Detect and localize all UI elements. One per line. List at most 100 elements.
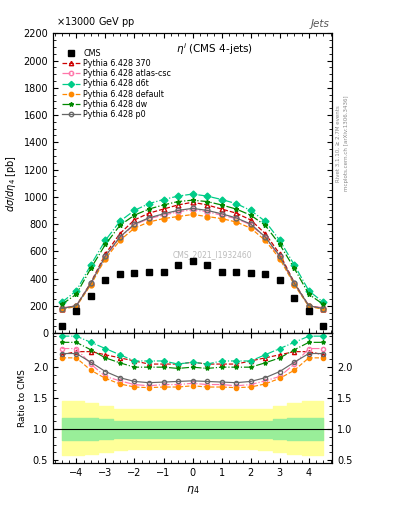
Pythia 6.428 d6t: [59, 300, 64, 306]
Pythia 6.428 p0: [118, 234, 122, 240]
Pythia 6.428 p0: [103, 253, 108, 259]
CMS: [103, 277, 108, 283]
Pythia 6.428 d6t: [161, 197, 166, 203]
Pythia 6.428 d6t: [248, 207, 253, 214]
Text: Jets: Jets: [310, 19, 329, 29]
Pythia 6.428 370: [59, 306, 64, 312]
CMS: [190, 258, 195, 264]
Pythia 6.428 d6t: [88, 262, 93, 268]
Pythia 6.428 370: [88, 280, 93, 286]
Pythia 6.428 370: [234, 210, 239, 216]
CMS: [59, 323, 64, 329]
Pythia 6.428 default: [307, 304, 311, 310]
Pythia 6.428 atlas-csc: [118, 234, 122, 241]
CMS: [277, 277, 282, 283]
Pythia 6.428 default: [132, 225, 137, 231]
Pythia 6.428 p0: [219, 211, 224, 217]
Legend: CMS, Pythia 6.428 370, Pythia 6.428 atlas-csc, Pythia 6.428 d6t, Pythia 6.428 de: CMS, Pythia 6.428 370, Pythia 6.428 atla…: [60, 46, 174, 121]
Pythia 6.428 dw: [103, 241, 108, 247]
Pythia 6.428 dw: [88, 265, 93, 271]
Pythia 6.428 d6t: [219, 197, 224, 203]
Pythia 6.428 default: [161, 216, 166, 222]
CMS: [292, 294, 297, 301]
Pythia 6.428 atlas-csc: [205, 209, 209, 215]
Pythia 6.428 atlas-csc: [132, 222, 137, 228]
Pythia 6.428 default: [292, 282, 297, 288]
Pythia 6.428 d6t: [103, 237, 108, 243]
Pythia 6.428 default: [277, 255, 282, 262]
Pythia 6.428 370: [132, 217, 137, 223]
Pythia 6.428 370: [190, 199, 195, 205]
X-axis label: $\eta_4$: $\eta_4$: [186, 484, 199, 496]
Pythia 6.428 atlas-csc: [147, 216, 151, 222]
Pythia 6.428 370: [263, 230, 268, 237]
CMS: [321, 323, 326, 329]
Pythia 6.428 default: [74, 304, 79, 310]
Pythia 6.428 d6t: [118, 218, 122, 224]
Pythia 6.428 d6t: [205, 193, 209, 199]
Pythia 6.428 atlas-csc: [248, 222, 253, 228]
Pythia 6.428 370: [74, 303, 79, 309]
Pythia 6.428 dw: [161, 202, 166, 208]
Pythia 6.428 370: [307, 303, 311, 309]
CMS: [161, 269, 166, 275]
Pythia 6.428 p0: [205, 207, 209, 214]
Pythia 6.428 default: [176, 214, 180, 220]
Pythia 6.428 atlas-csc: [190, 207, 195, 213]
Y-axis label: Ratio to CMS: Ratio to CMS: [18, 369, 27, 427]
Y-axis label: $d\sigma/d\eta_4$ [pb]: $d\sigma/d\eta_4$ [pb]: [4, 155, 18, 211]
Pythia 6.428 default: [219, 216, 224, 222]
CMS: [176, 262, 180, 268]
Pythia 6.428 370: [277, 251, 282, 257]
Pythia 6.428 default: [321, 306, 326, 312]
Text: $\eta^i$ (CMS 4-jets): $\eta^i$ (CMS 4-jets): [176, 41, 253, 56]
Pythia 6.428 370: [219, 206, 224, 212]
CMS: [219, 269, 224, 275]
Pythia 6.428 dw: [118, 222, 122, 228]
CMS: [147, 269, 151, 275]
Pythia 6.428 default: [205, 214, 209, 220]
Pythia 6.428 p0: [321, 306, 326, 312]
Pythia 6.428 370: [118, 230, 122, 237]
Line: Pythia 6.428 dw: Pythia 6.428 dw: [59, 198, 326, 307]
Pythia 6.428 atlas-csc: [88, 281, 93, 287]
Pythia 6.428 dw: [307, 291, 311, 297]
Pythia 6.428 p0: [277, 253, 282, 259]
Pythia 6.428 p0: [161, 211, 166, 217]
CMS: [132, 270, 137, 276]
Pythia 6.428 dw: [292, 265, 297, 271]
Pythia 6.428 atlas-csc: [234, 216, 239, 222]
CMS: [118, 271, 122, 278]
Pythia 6.428 atlas-csc: [103, 254, 108, 261]
Pythia 6.428 d6t: [292, 262, 297, 268]
Pythia 6.428 dw: [248, 212, 253, 218]
Pythia 6.428 atlas-csc: [307, 303, 311, 309]
CMS: [88, 293, 93, 300]
Pythia 6.428 dw: [219, 202, 224, 208]
Pythia 6.428 d6t: [147, 201, 151, 207]
Pythia 6.428 p0: [132, 221, 137, 227]
Pythia 6.428 p0: [263, 234, 268, 240]
CMS: [74, 308, 79, 314]
Pythia 6.428 atlas-csc: [321, 305, 326, 311]
Pythia 6.428 d6t: [74, 288, 79, 294]
Pythia 6.428 atlas-csc: [161, 212, 166, 218]
Pythia 6.428 default: [263, 237, 268, 243]
Line: CMS: CMS: [59, 258, 327, 329]
Pythia 6.428 default: [234, 219, 239, 225]
Text: mcplots.cern.ch [arXiv:1306.3436]: mcplots.cern.ch [arXiv:1306.3436]: [344, 96, 349, 191]
Pythia 6.428 p0: [147, 215, 151, 221]
Pythia 6.428 d6t: [307, 288, 311, 294]
Pythia 6.428 dw: [176, 199, 180, 205]
Pythia 6.428 default: [147, 219, 151, 225]
Pythia 6.428 atlas-csc: [263, 234, 268, 241]
Pythia 6.428 atlas-csc: [292, 281, 297, 287]
Pythia 6.428 atlas-csc: [277, 254, 282, 261]
Pythia 6.428 default: [103, 255, 108, 262]
CMS: [205, 262, 209, 268]
Pythia 6.428 370: [161, 206, 166, 212]
Pythia 6.428 dw: [190, 197, 195, 203]
Pythia 6.428 370: [176, 202, 180, 208]
Pythia 6.428 dw: [321, 302, 326, 308]
Pythia 6.428 default: [248, 225, 253, 231]
